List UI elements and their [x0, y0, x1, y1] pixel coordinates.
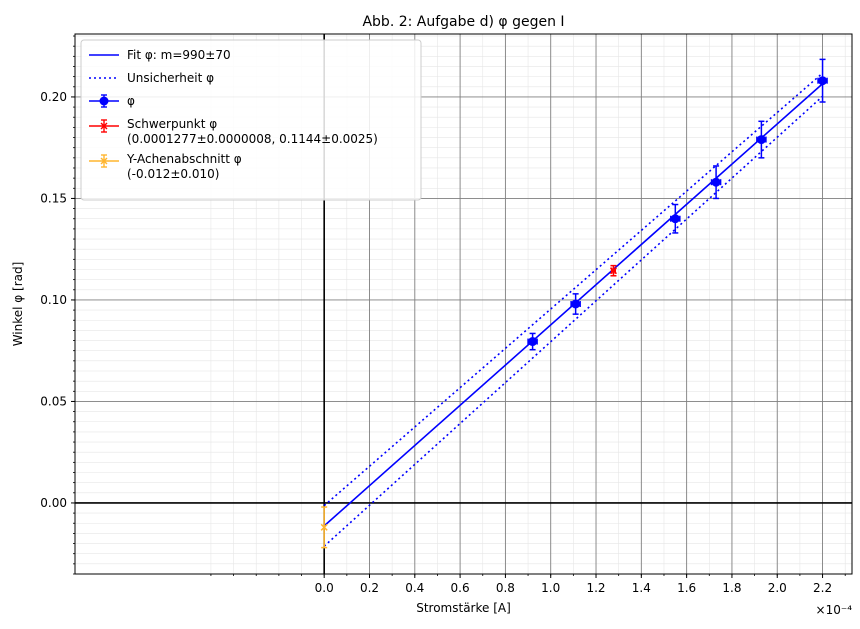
x-axis-multiplier: ×10⁻⁴ — [816, 603, 853, 617]
point-marker — [818, 76, 828, 86]
point-marker — [670, 214, 680, 224]
x-tick-label: 1.8 — [722, 581, 741, 595]
data-point — [527, 332, 538, 351]
x-tick-label: 2.2 — [813, 581, 832, 595]
legend-label-line2: (-0.012±0.010) — [127, 167, 219, 181]
x-marker — [320, 523, 328, 531]
x-marker — [609, 267, 617, 275]
x-tick-label: 0.6 — [451, 581, 470, 595]
legend-marker-circle — [99, 96, 109, 106]
data-point — [756, 120, 767, 159]
x-axis-label: Stromstärke [A] — [416, 601, 511, 615]
plot-frame — [74, 33, 853, 575]
y-tick-label: 0.00 — [40, 496, 67, 510]
y-axis-label: Winkel φ [rad] — [11, 262, 25, 347]
legend-entry: Y-Achenabschnitt φ(-0.012±0.010) — [89, 152, 242, 181]
uncertainty-line — [323, 95, 824, 547]
data-point — [570, 293, 581, 315]
legend-entry: Schwerpunkt φ(0.0001277±0.0000008, 0.114… — [89, 117, 378, 146]
legend-label: Unsicherheit φ — [127, 71, 214, 85]
point-marker — [528, 337, 538, 347]
legend-box — [80, 39, 422, 201]
axis-ticks: 0.0 0.2 0.4 0.6 0.8 1.0 1.2 1.4 1.6 1.8 2.0 2.2 0.00… — [40, 35, 846, 595]
point-marker — [571, 299, 581, 309]
legend: Fit φ: m=990±70 Unsicherheit φ φ Schwerpunk… — [80, 39, 422, 201]
legend-label-line2: (0.0001277±0.0000008, 0.1144±0.0025) — [127, 132, 378, 146]
legend-marker-x — [100, 157, 108, 165]
data-point — [320, 506, 328, 549]
data-point — [609, 264, 617, 277]
legend-marker-x — [100, 122, 108, 130]
chart-title: Abb. 2: Aufgabe d) φ gegen I — [362, 14, 564, 30]
y-tick-label: 0.15 — [40, 191, 67, 205]
x-tick-label: 0.8 — [496, 581, 515, 595]
x-tick-label: 2.0 — [768, 581, 787, 595]
x-tick-label: 1.4 — [632, 581, 651, 595]
y-tick-label: 0.20 — [40, 90, 67, 104]
legend-label: φ — [127, 94, 135, 108]
point-marker — [711, 177, 721, 187]
legend-label: Schwerpunkt φ — [127, 117, 217, 131]
x-tick-label: 0.2 — [360, 581, 379, 595]
legend-entry: Unsicherheit φ — [89, 71, 214, 85]
x-tick-label: 0.4 — [405, 581, 424, 595]
x-tick-label: 1.0 — [541, 581, 560, 595]
data-point — [817, 58, 828, 103]
y-tick-label: 0.10 — [40, 293, 67, 307]
x-tick-label: 1.2 — [586, 581, 605, 595]
legend-label: Y-Achenabschnitt φ — [126, 152, 242, 166]
legend-entry: Fit φ: m=990±70 — [89, 48, 231, 62]
point-marker — [756, 135, 766, 145]
x-tick-label: 0.0 — [315, 581, 334, 595]
data-points — [320, 58, 828, 549]
x-tick-label: 1.6 — [677, 581, 696, 595]
legend-label: Fit φ: m=990±70 — [127, 48, 231, 62]
data-point — [670, 203, 681, 234]
y-tick-label: 0.05 — [40, 394, 67, 408]
data-point — [710, 165, 722, 200]
legend-entry: φ — [89, 94, 135, 108]
